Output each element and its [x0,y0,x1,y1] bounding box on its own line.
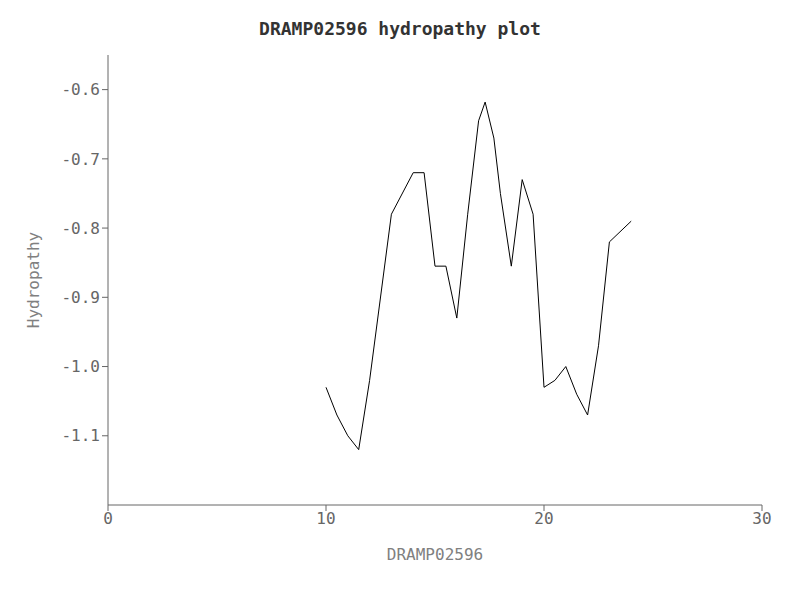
svg-text:DRAMP02596: DRAMP02596 [387,545,483,564]
svg-text:20: 20 [534,509,553,528]
svg-text:-1.0: -1.0 [61,357,100,376]
svg-text:-1.1: -1.1 [61,426,100,445]
svg-text:-0.9: -0.9 [61,288,100,307]
svg-text:30: 30 [752,509,771,528]
svg-text:-0.6: -0.6 [61,80,100,99]
svg-text:-0.7: -0.7 [61,150,100,169]
svg-text:Hydropathy: Hydropathy [24,231,43,328]
html-text:DRAMP02596 hydropathy plot: DRAMP02596 hydropathy plot [259,18,541,39]
svg-text:-0.8: -0.8 [61,219,100,238]
svg-text:10: 10 [316,509,335,528]
svg-text:0: 0 [103,509,113,528]
